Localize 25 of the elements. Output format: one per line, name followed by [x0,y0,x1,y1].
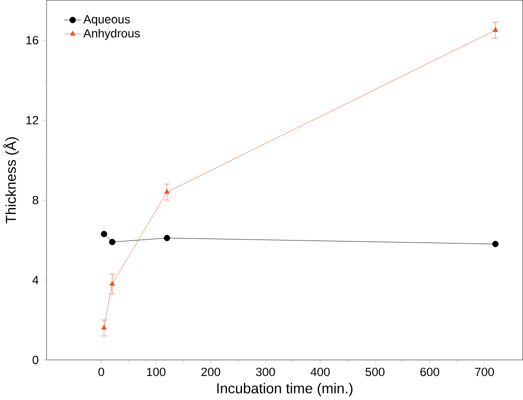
y-axis-title: Thickness (Å) [3,138,19,224]
y-tick-label: 4 [32,276,38,284]
x-axis-title: Incubation time (min.) [217,383,352,396]
x-tick-label: 300 [256,368,275,376]
point [109,239,116,246]
legend-label: Aqueous [83,15,130,26]
point [109,281,116,286]
y-tick-label: 16 [26,36,38,45]
point [492,241,499,248]
x-tick-label: 400 [310,368,330,376]
legend-label: Anhydrous [83,29,140,40]
x-tick-label: 100 [146,368,166,376]
x-tick-label: 700 [475,368,494,376]
point [164,189,170,194]
point [492,27,498,32]
point [164,235,170,242]
x-tick-label: 200 [201,368,220,376]
y-tick-label: 12 [26,116,38,124]
y-tick-label: 0 [32,356,38,364]
y-tick-label: 8 [32,196,38,204]
x-tick-label: 600 [420,368,440,376]
x-tick-label: 500 [366,368,384,376]
point [101,325,107,330]
point [100,231,108,238]
x-tick-label: 0 [98,368,104,376]
